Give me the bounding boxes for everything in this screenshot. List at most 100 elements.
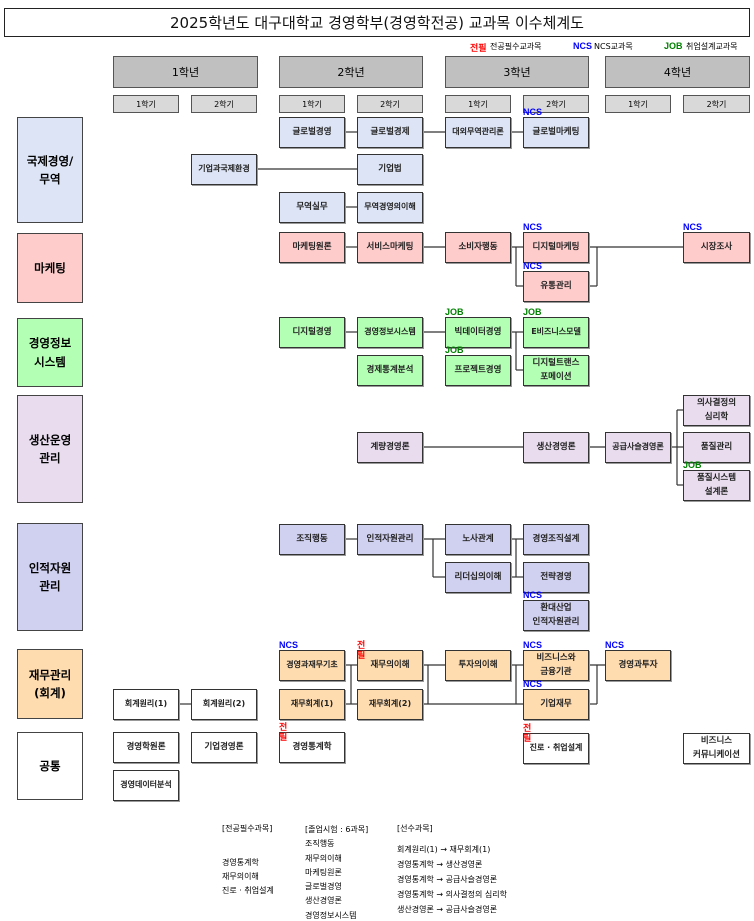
course-box[interactable]: 기업법 [357, 154, 423, 185]
course-box[interactable]: 재무회계(2) [357, 689, 423, 720]
course-box[interactable]: 회계원리(2) [191, 689, 257, 720]
course-box[interactable]: 경영과투자 [605, 650, 671, 681]
badge-required: 전필 [357, 640, 366, 660]
course-box[interactable]: 유통관리 [523, 271, 589, 302]
badge-ncs: NCS [279, 640, 299, 650]
badge-ncs: NCS [523, 679, 543, 689]
badge-ncs: NCS [523, 222, 543, 232]
year-header: 3학년 [445, 56, 589, 88]
course-box[interactable]: 품질관리 [683, 432, 750, 463]
course-box[interactable]: 글로벌경제 [357, 117, 423, 148]
semester-header: 2학기 [523, 95, 589, 113]
course-box[interactable]: 마케팅원론 [279, 232, 345, 263]
footer-exam: [졸업시험 : 6과목] 조직행동 재무의이해 마케팅원론 글로벌경영 생산경영… [305, 823, 368, 921]
badge-job: JOB [683, 460, 702, 470]
course-box[interactable]: 기업경영론 [191, 732, 257, 763]
course-box[interactable]: 무역경영의이해 [357, 192, 423, 223]
course-box[interactable]: 경영데이터분석 [113, 770, 179, 801]
course-box[interactable]: 경영통계학 [279, 732, 345, 763]
course-box[interactable]: 비즈니스 커뮤니케이션 [683, 733, 750, 764]
course-box[interactable]: 무역실무 [279, 192, 345, 223]
badge-required: 전필 [523, 723, 532, 743]
footer-exam-item: 재무의이해 [305, 853, 342, 863]
page-title: 2025학년도 대구대학교 경영학부(경영학전공) 교과목 이수체계도 [4, 8, 750, 37]
course-box[interactable]: 기업재무 [523, 689, 589, 720]
course-box[interactable]: 소비자행동 [445, 232, 511, 263]
badge-ncs: NCS [523, 590, 543, 600]
course-box[interactable]: 의사결정의 심리학 [683, 395, 750, 426]
course-box[interactable]: 서비스마케팅 [357, 232, 423, 263]
course-box[interactable]: 경영학원론 [113, 732, 179, 763]
course-box[interactable]: 품질시스템 설계론 [683, 470, 750, 501]
footer-exam-item: 조직행동 [305, 839, 335, 849]
course-box[interactable]: 경영정보시스템 [357, 317, 423, 348]
course-box[interactable]: 비즈니스와 금융기관 [523, 650, 589, 681]
course-box[interactable]: 글로벌마케팅 [523, 117, 589, 148]
badge-job: JOB [523, 307, 542, 317]
year-header: 4학년 [605, 56, 750, 88]
course-box[interactable]: 생산경영론 [523, 432, 589, 463]
semester-header: 1학기 [113, 95, 179, 113]
course-box[interactable]: 투자의이해 [445, 650, 511, 681]
year-header: 2학년 [279, 56, 423, 88]
course-box[interactable]: 빅데이터경영 [445, 317, 511, 348]
semester-header: 1학기 [445, 95, 511, 113]
footer-required-item: 경영통계학 [222, 858, 259, 867]
course-box[interactable]: 디지털트랜스 포메이션 [523, 355, 589, 386]
legend-label: NCS교과목 [594, 42, 633, 51]
category-label: 국제경영/ 무역 [17, 117, 83, 223]
semester-header: 1학기 [605, 95, 671, 113]
category-label: 인적자원 관리 [17, 523, 83, 631]
badge-ncs: NCS [523, 261, 543, 271]
course-box[interactable]: 대외무역관리론 [445, 117, 511, 148]
course-box[interactable]: 조직행동 [279, 524, 345, 555]
course-box[interactable]: 노사관계 [445, 524, 511, 555]
course-box[interactable]: 계량경영론 [357, 432, 423, 463]
footer-required-title: [전공필수과목] [222, 824, 273, 833]
category-label: 마케팅 [17, 233, 83, 303]
footer-exam-item: 생산경영론 [305, 896, 342, 906]
badge-job: JOB [445, 345, 464, 355]
course-box[interactable]: 공급사슬경영론 [605, 432, 671, 463]
course-box[interactable]: 경영조직설계 [523, 524, 589, 555]
course-box[interactable]: 재무의이해 [357, 650, 423, 681]
badge-ncs: NCS [683, 222, 703, 232]
course-box[interactable]: 리더십의이해 [445, 562, 511, 593]
footer-required-item: 진로 · 취업설계 [222, 886, 274, 895]
footer-prereq-title: [선수과목] [397, 824, 433, 833]
course-box[interactable]: 전략경영 [523, 562, 589, 593]
footer-prereq: [선수과목] 회계원리(1) → 재무회계(1) 경영통계학 → 생산경영론 경… [397, 823, 507, 917]
footer-prereq-item: 경영통계학 → 의사결정의 심리학 [397, 890, 508, 899]
footer-exam-item: 마케팅원론 [305, 867, 342, 877]
course-box[interactable]: 경제통계분석 [357, 355, 423, 386]
course-box[interactable]: 프로젝트경영 [445, 355, 511, 386]
badge-required: 전필 [279, 722, 288, 742]
badge-ncs: NCS [523, 107, 543, 117]
course-box[interactable]: 디지털경영 [279, 317, 345, 348]
category-label: 생산운영 관리 [17, 395, 83, 503]
semester-header: 1학기 [279, 95, 345, 113]
footer-prereq-item: 경영통계학 → 공급사슬경영론 [397, 875, 498, 884]
course-box[interactable]: 인적자원관리 [357, 524, 423, 555]
course-box[interactable]: 글로벌경영 [279, 117, 345, 148]
legend-tag: JOB [664, 41, 683, 51]
footer-prereq-item: 생산경영론 → 공급사슬경영론 [397, 905, 498, 914]
semester-header: 2학기 [683, 95, 750, 113]
footer-required-item: 재무의이해 [222, 872, 259, 881]
course-box[interactable]: 경영과재무기초 [279, 650, 345, 681]
course-box[interactable]: 디지털마케팅 [523, 232, 589, 263]
course-box[interactable]: 시장조사 [683, 232, 750, 263]
course-box[interactable]: 회계원리(1) [113, 689, 179, 720]
course-box[interactable]: 진로 · 취업설계 [523, 733, 589, 764]
course-box[interactable]: 환대산업 인적자원관리 [523, 600, 589, 631]
course-box[interactable]: 재무회계(1) [279, 689, 345, 720]
legend-tag: 전필 [470, 43, 487, 53]
course-box[interactable]: E비즈니스모델 [523, 317, 589, 348]
course-box[interactable]: 기업과국제환경 [191, 154, 257, 185]
footer-prereq-item: 경영통계학 → 생산경영론 [397, 860, 483, 869]
legend-label: 취업설계교과목 [686, 42, 738, 51]
footer-exam-item: 글로벌경영 [305, 882, 342, 892]
category-label: 경영정보 시스템 [17, 318, 83, 387]
